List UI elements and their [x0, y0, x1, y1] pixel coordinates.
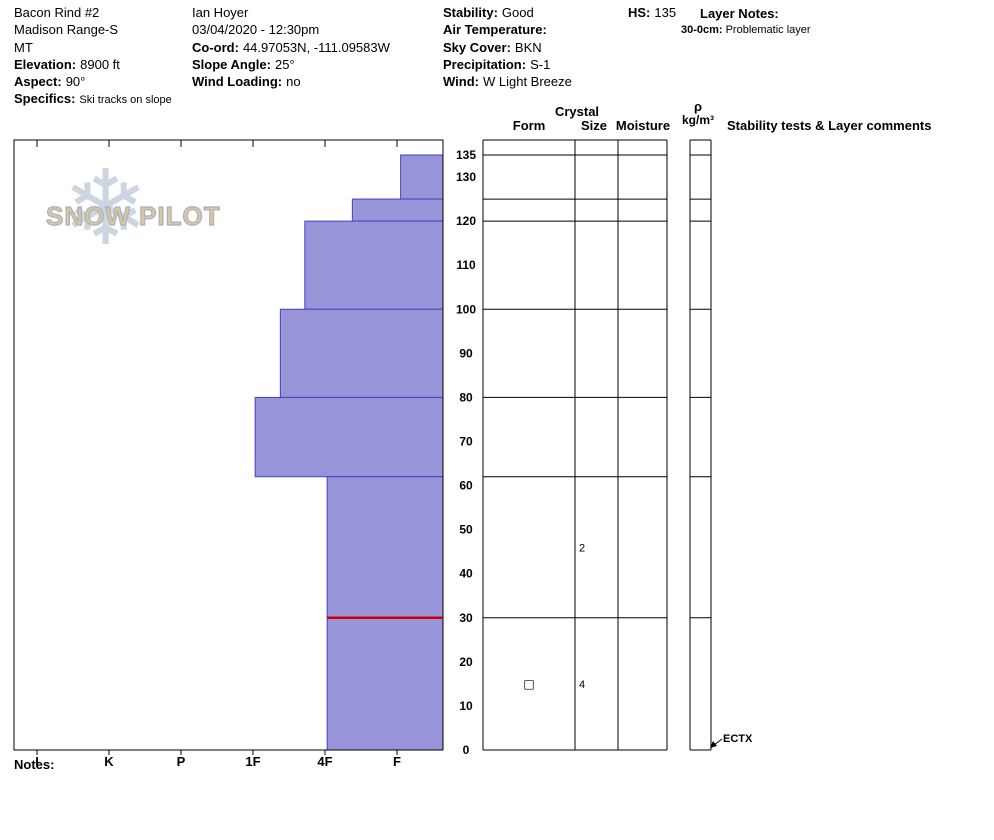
precipitation-label: Precipitation: [443, 56, 527, 72]
sky-cover-value: BKN [514, 39, 542, 55]
hs-value: 135 [654, 5, 677, 20]
range-name: Madison Range-S [14, 22, 119, 38]
air-temp-label: Air Temperature: [443, 22, 547, 38]
slope-angle-label: Slope Angle: [192, 56, 271, 72]
aspect-row: Aspect: 90° [14, 73, 172, 90]
density-symbol-header: ρ [693, 99, 703, 114]
depth-tick-label: 20 [459, 655, 473, 669]
wind-label: Wind: [443, 74, 479, 90]
specifics-value: Ski tracks on slope [79, 94, 172, 107]
depth-tick-label: 110 [456, 258, 476, 272]
elevation-value: 8900 ft [80, 56, 120, 72]
hardness-bar [326, 476, 444, 619]
coord-value: 44.97053N, -111.09583W [242, 39, 390, 55]
elevation-row: Elevation: 8900 ft [14, 56, 172, 73]
depth-tick-label: 135 [456, 148, 476, 162]
coord-label: Co-ord: [192, 39, 239, 55]
crystal-header: Crystal [554, 104, 600, 119]
depth-tick-label: 30 [459, 611, 473, 625]
header-location: Bacon Rind #2 Madison Range-S MT Elevati… [14, 4, 172, 110]
header-observer: Ian Hoyer 03/04/2020 - 12:30pm Co-ord: 44… [192, 4, 390, 90]
depth-tick-label: 130 [456, 170, 476, 184]
stability-label: Stability: [443, 5, 498, 20]
hs-row: HS: 135 [628, 4, 676, 21]
wind-loading-value: no [286, 74, 301, 90]
depth-tick-label: 100 [456, 302, 476, 316]
slope-angle-value: 25° [274, 56, 295, 72]
pit-name: Bacon Rind #2 [14, 5, 100, 20]
slope-angle-row: Slope Angle: 25° [192, 56, 390, 73]
aspect-label: Aspect: [14, 74, 62, 90]
layer-note: 30-0cm: Problematic layer [681, 24, 811, 36]
observer-name: Ian Hoyer [192, 5, 249, 20]
wind-loading-label: Wind Loading: [192, 74, 283, 90]
depth-tick-label: 40 [459, 567, 473, 581]
wind-value: W Light Breeze [482, 74, 572, 90]
hardness-axis-label: P [177, 754, 186, 769]
hardness-axis-label: K [104, 754, 114, 769]
stability-row: Stability: Good [443, 4, 572, 21]
hardness-bar [304, 220, 444, 310]
observation-datetime: 03/04/2020 - 12:30pm [192, 22, 320, 38]
hardness-bar [254, 396, 444, 478]
hardness-axis-label: F [393, 754, 401, 769]
hardness-axis-label: I [35, 754, 39, 769]
stability-tests-header: Stability tests & Layer comments [727, 118, 932, 133]
aspect-value: 90° [65, 74, 86, 90]
hardness-bar [351, 198, 444, 222]
hardness-axis-label: 1F [245, 754, 260, 769]
hs-line: HS: 135 [628, 4, 676, 21]
depth-tick-label: 90 [459, 346, 473, 360]
air-temp-row: Air Temperature: [443, 21, 572, 38]
sky-cover-label: Sky Cover: [443, 39, 511, 55]
notes-label: Notes: [14, 757, 55, 772]
form-column-header: Form [512, 118, 546, 133]
hardness-bar [400, 154, 444, 200]
wind-row: Wind: W Light Breeze [443, 73, 572, 90]
moisture-column-header: Moisture [615, 118, 671, 133]
plot-border [13, 139, 444, 751]
depth-tick-label: 70 [459, 434, 473, 448]
coord-row: Co-ord: 44.97053N, -111.09583W [192, 39, 390, 56]
hs-label: HS: [628, 5, 651, 20]
state-name: MT [14, 39, 33, 55]
specifics-label: Specifics: [14, 91, 76, 107]
depth-tick-label: 50 [459, 523, 473, 537]
layer-note-range: 30-0cm: [681, 24, 723, 36]
layer-notes-label: Layer Notes: [700, 6, 779, 21]
layer-note-text: Problematic layer [725, 24, 811, 36]
specifics-row: Specifics: Ski tracks on slope [14, 90, 172, 109]
test-result-label: ECTX [723, 733, 753, 745]
grain-form-symbol: □ [523, 677, 534, 691]
grain-size-value: 4 [579, 679, 585, 691]
hardness-bar [279, 308, 444, 398]
precipitation-row: Precipitation: S-1 [443, 56, 572, 73]
size-column-header: Size [580, 118, 608, 133]
sky-cover-row: Sky Cover: BKN [443, 39, 572, 56]
hardness-axis-label: 4F [317, 754, 332, 769]
density-unit-header: kg/m³ [681, 113, 715, 127]
snowflake-icon: ❄ [62, 147, 150, 269]
watermark-text: SNOW PILOT [45, 200, 221, 231]
hardness-bar [326, 617, 444, 751]
test-arrow-head [710, 741, 717, 748]
header-conditions: Stability: Good Air Temperature: Sky Cove… [443, 4, 572, 90]
grain-size-value: 2 [579, 542, 585, 554]
elevation-label: Elevation: [14, 56, 77, 72]
precipitation-value: S-1 [530, 56, 551, 72]
depth-tick-label: 120 [456, 214, 476, 228]
wind-loading-row: Wind Loading: no [192, 73, 390, 90]
depth-tick-label: 10 [459, 699, 473, 713]
depth-tick-label: 80 [459, 390, 473, 404]
stability-value: Good [501, 5, 534, 20]
depth-tick-label: 0 [463, 743, 470, 757]
depth-tick-label: 60 [459, 479, 473, 493]
